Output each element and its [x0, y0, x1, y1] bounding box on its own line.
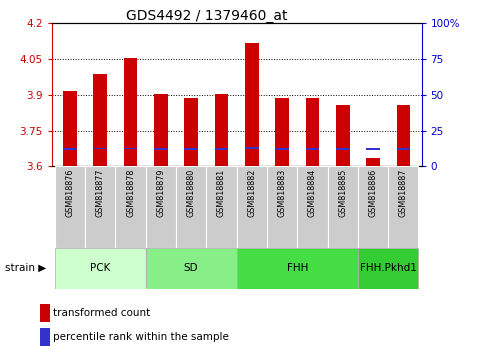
Bar [336, 105, 350, 166]
Bar [396, 105, 410, 166]
Text: percentile rank within the sample: percentile rank within the sample [53, 332, 229, 342]
Bar [55, 166, 85, 248]
Bar [184, 98, 198, 166]
Text: strain ▶: strain ▶ [5, 263, 46, 273]
Bar [237, 248, 358, 289]
Bar [154, 93, 168, 166]
Bar [214, 94, 228, 166]
Bar [396, 148, 410, 150]
Text: GSM818881: GSM818881 [217, 169, 226, 217]
Bar [207, 166, 237, 248]
Text: SD: SD [184, 263, 199, 273]
Text: GSM818876: GSM818876 [66, 169, 74, 217]
Bar [124, 58, 138, 166]
Text: FHH.Pkhd1: FHH.Pkhd1 [360, 263, 417, 273]
Text: GSM818879: GSM818879 [156, 169, 165, 217]
Bar [214, 148, 228, 150]
Bar [85, 166, 115, 248]
Bar [275, 98, 289, 166]
Text: GSM818883: GSM818883 [278, 169, 286, 217]
Bar [237, 166, 267, 248]
Bar [366, 158, 380, 166]
Bar [184, 148, 198, 150]
Text: GSM818882: GSM818882 [247, 169, 256, 217]
Text: FHH: FHH [286, 263, 308, 273]
Bar [146, 166, 176, 248]
Bar [388, 166, 419, 248]
Bar [358, 166, 388, 248]
Text: transformed count: transformed count [53, 308, 151, 318]
Bar [63, 148, 77, 150]
Bar [275, 148, 289, 150]
Bar [366, 148, 380, 150]
Text: GSM818886: GSM818886 [369, 169, 378, 217]
Text: GSM818885: GSM818885 [338, 169, 347, 217]
Bar [40, 304, 50, 322]
Bar [63, 91, 77, 166]
Bar [297, 166, 327, 248]
Bar [154, 148, 168, 150]
Bar [358, 248, 419, 289]
Bar [146, 248, 237, 289]
Text: GSM818877: GSM818877 [96, 169, 105, 217]
Bar [306, 98, 319, 166]
Text: GSM818878: GSM818878 [126, 169, 135, 217]
Bar [94, 74, 107, 166]
Text: GDS4492 / 1379460_at: GDS4492 / 1379460_at [126, 9, 288, 23]
Bar [336, 148, 350, 150]
Bar [55, 248, 146, 289]
Text: GSM818887: GSM818887 [399, 169, 408, 217]
Bar [176, 166, 207, 248]
Text: GSM818884: GSM818884 [308, 169, 317, 217]
Bar [306, 148, 319, 150]
Text: GSM818880: GSM818880 [187, 169, 196, 217]
Bar [267, 166, 297, 248]
Bar [40, 329, 50, 346]
Bar [327, 166, 358, 248]
Bar [115, 166, 146, 248]
Text: PCK: PCK [90, 263, 110, 273]
Bar [245, 147, 259, 149]
Bar [94, 148, 107, 149]
Bar [245, 43, 259, 166]
Bar [124, 148, 138, 149]
